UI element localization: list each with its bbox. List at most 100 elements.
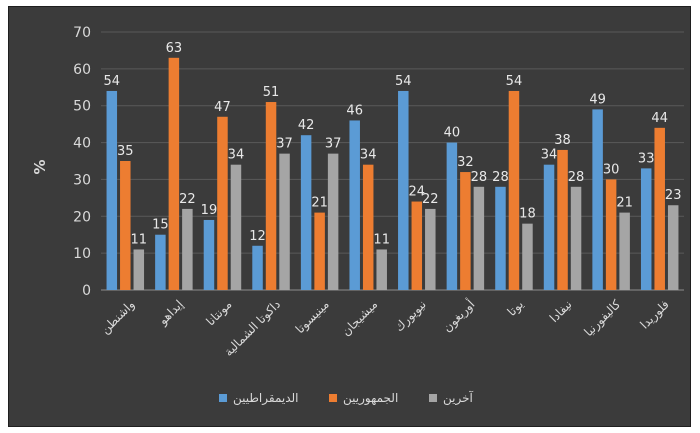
x-tick-label: يوتا [504, 297, 526, 319]
data-label: 46 [346, 103, 363, 118]
bar [327, 153, 339, 290]
bar [376, 249, 387, 290]
data-label: 42 [298, 118, 315, 133]
data-label: 24 [409, 185, 426, 200]
legend: الديمقراطيين الجمهوريين آخرين [219, 390, 474, 406]
bar [106, 90, 118, 290]
data-label: 23 [665, 188, 682, 203]
bar [570, 186, 582, 290]
legend-label: الجمهوريين [343, 391, 398, 406]
data-label: 49 [589, 92, 606, 107]
y-tick-label: 50 [73, 99, 91, 115]
gridlines [101, 31, 684, 291]
data-labels: 54 35 11 15 63 22 19 47 34 12 51 37 42 21 37 46 34 11 54 24… [104, 41, 682, 248]
bar [217, 116, 228, 291]
bar [619, 212, 630, 290]
y-axis-label: % [31, 159, 49, 174]
legend-swatch [219, 394, 227, 402]
data-label: 34 [541, 148, 558, 163]
bar [300, 135, 312, 290]
y-tick-label: 0 [82, 283, 91, 299]
x-tick-label: واشنطن [98, 297, 138, 337]
data-label: 37 [325, 137, 342, 152]
data-label: 40 [444, 126, 461, 141]
bar [155, 234, 166, 290]
bar [411, 201, 423, 290]
bar [203, 219, 215, 290]
data-label: 19 [201, 203, 218, 218]
x-tick-label: مونتانا [203, 297, 235, 329]
data-label: 34 [228, 148, 245, 163]
y-tick-label: 30 [73, 172, 91, 188]
bar [425, 208, 436, 290]
data-label: 21 [616, 196, 633, 211]
bar [133, 249, 145, 290]
x-tick-label: إيداهو [155, 297, 187, 329]
bar [182, 208, 193, 290]
bar [473, 186, 485, 290]
bar [168, 57, 180, 290]
data-label: 54 [506, 74, 523, 89]
data-label: 18 [519, 207, 536, 222]
bar [362, 164, 374, 290]
bar [495, 186, 506, 290]
data-label: 22 [179, 192, 196, 207]
chart-area: 0 10 20 30 40 50 60 70 % 54 35 11 15 63 22 19 47 34 12 51… [8, 6, 691, 427]
x-tick-label: فلوريدا [637, 297, 672, 332]
bar [640, 168, 652, 290]
data-label: 44 [651, 111, 668, 126]
data-label: 47 [214, 100, 231, 115]
legend-label: آخرين [443, 390, 474, 406]
bar [252, 245, 263, 290]
data-label: 28 [492, 170, 509, 185]
bar [398, 90, 409, 290]
bar [557, 149, 568, 290]
bar [265, 102, 277, 291]
x-tick-label: نيفادا [547, 297, 575, 325]
bar [279, 153, 290, 290]
x-tick-label: أوريغون [439, 297, 478, 336]
bar [543, 164, 555, 290]
data-label: 54 [104, 74, 121, 89]
data-label: 33 [638, 151, 655, 166]
x-tick-label: كاليفورنيا [581, 297, 624, 340]
bar [522, 223, 533, 290]
bar [605, 179, 617, 290]
bar [120, 161, 131, 290]
data-label: 11 [373, 232, 390, 247]
legend-swatch [329, 394, 337, 402]
bar [230, 164, 242, 290]
bar [460, 172, 471, 290]
data-label: 32 [457, 155, 474, 170]
data-label: 63 [166, 41, 183, 56]
bar [667, 205, 679, 290]
y-axis: 0 10 20 30 40 50 60 70 [73, 25, 91, 299]
y-tick-label: 70 [73, 25, 91, 41]
legend-label: الديمقراطيين [233, 391, 299, 406]
data-label: 54 [395, 74, 412, 89]
data-label: 21 [311, 196, 328, 211]
bar [508, 90, 520, 290]
data-label: 38 [554, 133, 571, 148]
data-label: 28 [471, 170, 488, 185]
bar-chart: 0 10 20 30 40 50 60 70 % 54 35 11 15 63 22 19 47 34 12 51… [31, 25, 684, 406]
bar [446, 142, 458, 290]
y-tick-label: 60 [73, 62, 91, 78]
bar [592, 109, 603, 291]
data-label: 30 [603, 162, 620, 177]
data-label: 34 [360, 148, 377, 163]
bar [349, 120, 360, 290]
x-tick-label: نيويورك [392, 297, 430, 335]
data-label: 51 [263, 85, 280, 100]
y-tick-label: 40 [73, 136, 91, 152]
data-label: 12 [249, 229, 266, 244]
bars [106, 57, 679, 291]
data-label: 37 [276, 137, 293, 152]
x-tick-label: مينيسوتا [293, 297, 333, 337]
data-label: 35 [117, 144, 134, 159]
data-label: 22 [422, 192, 439, 207]
data-label: 15 [152, 218, 169, 233]
data-label: 11 [131, 232, 148, 247]
bar [314, 212, 325, 290]
